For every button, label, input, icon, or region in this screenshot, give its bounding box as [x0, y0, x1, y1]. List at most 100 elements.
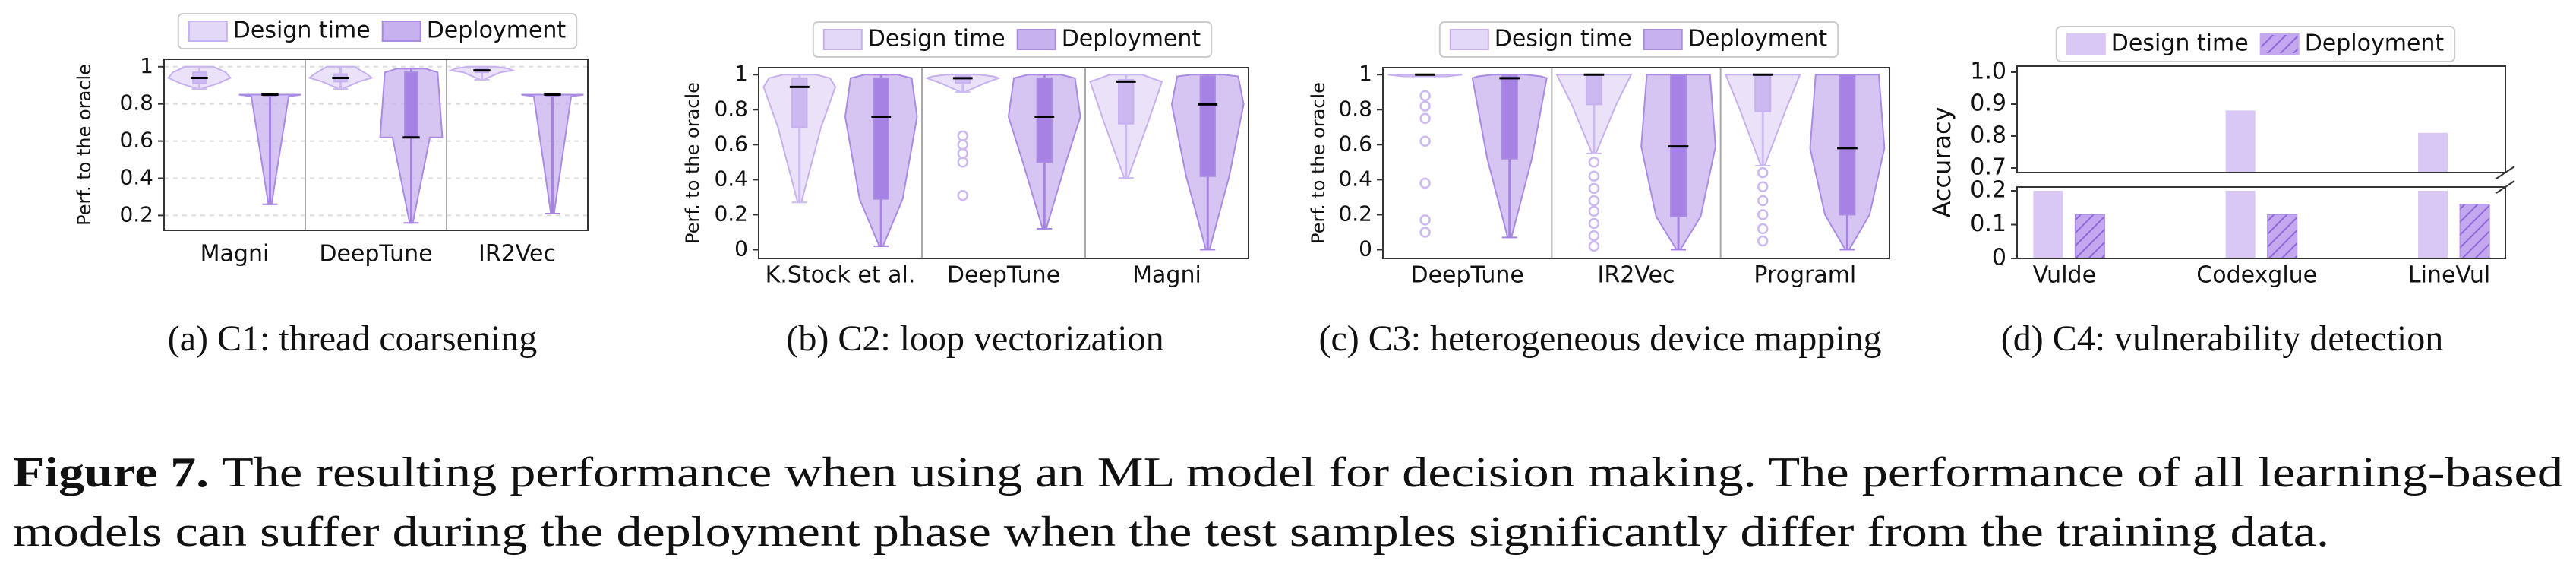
x-tick-label: IR2Vec [478, 241, 556, 268]
legend-label: Deployment [1688, 26, 1828, 52]
axis-break [2496, 180, 2515, 194]
y-tick-label: 0.4 [1338, 166, 1372, 191]
y-tick-label: 0 [734, 236, 748, 261]
legend-label: Design time [868, 26, 1005, 52]
caption-line: models can suffer during the deployment … [13, 509, 2329, 556]
legend-label: Design time [1495, 26, 1632, 52]
bar [2225, 191, 2256, 258]
legend-box [177, 13, 578, 49]
x-tick-label: LineVul [2408, 262, 2490, 289]
bar [2033, 191, 2063, 258]
outlier [1419, 100, 1431, 112]
legend-swatch [822, 29, 863, 50]
outlier [1588, 240, 1600, 252]
outlier [957, 139, 968, 151]
y-axis-label: Perf. to the oracle [74, 64, 95, 226]
outlier [957, 189, 968, 201]
legend-label: Design time [2111, 30, 2249, 57]
outlier [957, 157, 968, 168]
legend-label: Deployment [1062, 26, 1201, 52]
subplot-caption: (b) C2: loop vectorization [786, 318, 1163, 359]
plot-frame [163, 59, 589, 231]
y-tick-label: 0.8 [1970, 122, 2006, 149]
legend-swatch [2066, 33, 2106, 55]
axis-break [2496, 166, 2515, 179]
x-tick-label: Programl [1754, 262, 1856, 289]
legend-box [812, 21, 1213, 58]
box [404, 71, 418, 138]
bar [2459, 204, 2490, 259]
caption-label: Figure 7. [13, 449, 209, 496]
outlier [957, 147, 968, 160]
x-tick-label: Magni [1132, 262, 1201, 289]
bar [2418, 132, 2448, 173]
legend-box [2055, 26, 2456, 62]
y-tick-label: 1 [1359, 61, 1372, 86]
bar [2418, 191, 2448, 258]
y-tick-label: 0.6 [1338, 131, 1372, 156]
subplot-caption: (c) C3: heterogeneous device mapping [1318, 318, 1881, 359]
x-tick-label: Magni [200, 241, 270, 268]
box [1199, 75, 1216, 177]
y-tick-label: 0 [1359, 236, 1372, 261]
box [1839, 74, 1856, 216]
x-tick-label: K.Stock et al. [766, 262, 916, 289]
y-tick-label: 0 [1992, 245, 2006, 271]
plot-frame [758, 67, 1249, 259]
y-tick-label: 0.9 [1970, 90, 2006, 117]
plot-frame [1382, 67, 1890, 259]
box [955, 75, 971, 84]
bar [2267, 214, 2298, 259]
y-tick-label: 1.0 [1970, 59, 2006, 85]
legend-swatch [1643, 29, 1683, 50]
outlier [1757, 209, 1769, 220]
legend-swatch [188, 21, 228, 42]
y-tick-label: 0.2 [714, 201, 748, 226]
outlier [1757, 223, 1769, 235]
outlier [1588, 217, 1600, 230]
legend-box [1438, 21, 1839, 58]
box [1036, 77, 1053, 163]
y-tick-label: 0.6 [714, 131, 748, 156]
box [1585, 74, 1602, 106]
outlier [1757, 195, 1769, 207]
box [1754, 74, 1772, 112]
outlier [1419, 90, 1431, 102]
legend-label: Deployment [2305, 30, 2445, 57]
legend-swatch [1449, 29, 1489, 50]
box [791, 77, 808, 128]
plot-frame [2016, 186, 2506, 259]
outlier [957, 130, 968, 142]
x-tick-label: DeepTune [1411, 262, 1524, 289]
y-tick-label: 1 [734, 61, 748, 86]
outlier [1757, 181, 1769, 192]
y-axis-label: Perf. to the oracle [682, 82, 703, 244]
outlier [1419, 177, 1431, 189]
y-tick-label: 0.4 [714, 166, 748, 191]
y-tick-label: 0.2 [1970, 177, 2006, 204]
y-tick-label: 0.4 [119, 165, 153, 190]
x-tick-label: DeepTune [947, 262, 1060, 289]
plot-frame [2016, 65, 2506, 173]
bar [2225, 110, 2256, 173]
outlier [1588, 205, 1600, 217]
outlier [1419, 227, 1431, 238]
outlier [1419, 112, 1431, 125]
outlier [1588, 182, 1600, 195]
subplot-caption: (a) C1: thread coarsening [168, 318, 537, 359]
x-tick-label: Vulde [2033, 262, 2096, 289]
box [873, 77, 889, 200]
figure-caption: Figure 7. The resulting performance when… [13, 449, 2563, 496]
outlier [1588, 170, 1600, 182]
outlier [1588, 230, 1600, 242]
legend-label: Deployment [427, 17, 567, 44]
box [1501, 75, 1518, 160]
legend-swatch [1016, 29, 1056, 50]
y-axis-label: Accuracy [1927, 106, 1956, 217]
outlier [1757, 166, 1769, 179]
outlier [1588, 195, 1600, 207]
y-tick-label: 1 [140, 53, 153, 78]
subplot-caption: (d) C4: vulnerability detection [2001, 318, 2444, 359]
y-tick-label: 0.8 [714, 96, 748, 121]
